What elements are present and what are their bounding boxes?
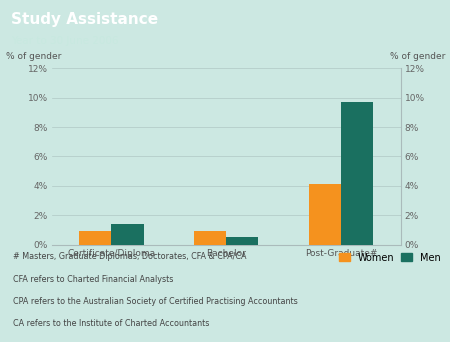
Bar bbox=[309, 184, 341, 245]
Bar bbox=[194, 231, 226, 245]
Text: % of gender: % of gender bbox=[6, 52, 62, 61]
Bar bbox=[341, 102, 373, 245]
Bar bbox=[112, 224, 144, 245]
Text: CPA refers to the Australian Society of Certified Practising Accountants: CPA refers to the Australian Society of … bbox=[14, 297, 298, 306]
Text: Year to 30 June 2006: Year to 30 June 2006 bbox=[11, 36, 119, 46]
Bar bbox=[226, 237, 258, 245]
Text: CA refers to the Institute of Charted Accountants: CA refers to the Institute of Charted Ac… bbox=[14, 319, 210, 328]
Text: CFA refers to Charted Financial Analysts: CFA refers to Charted Financial Analysts bbox=[14, 275, 174, 284]
Text: % of gender: % of gender bbox=[391, 52, 446, 61]
Text: Study Assistance: Study Assistance bbox=[11, 12, 158, 27]
Text: # Masters, Graduate Diplomas, Doctorates, CFA & CPA/CA: # Masters, Graduate Diplomas, Doctorates… bbox=[14, 252, 247, 261]
Bar bbox=[79, 231, 112, 245]
Legend: Women, Men: Women, Men bbox=[339, 253, 441, 263]
